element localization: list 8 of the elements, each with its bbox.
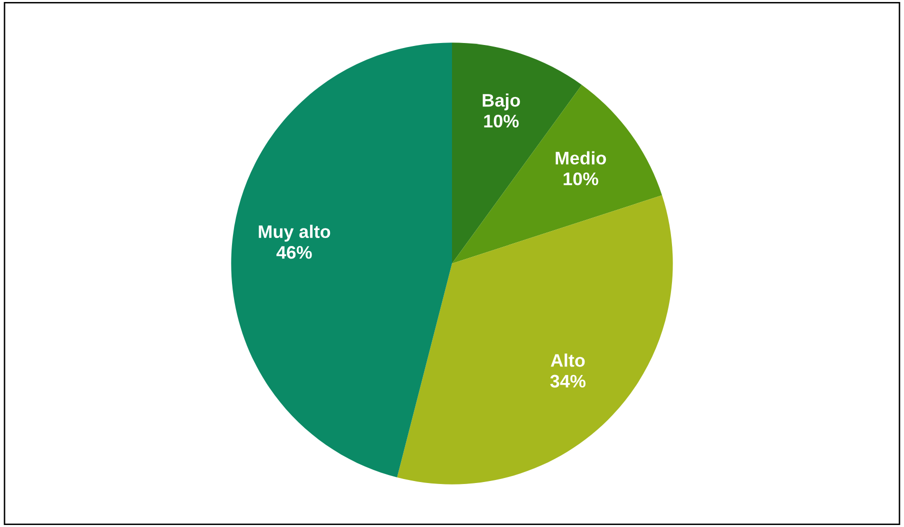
data-label: 10% bbox=[564, 172, 598, 186]
slice-label: Medio bbox=[556, 151, 606, 165]
slice-label: Alto bbox=[550, 354, 585, 367]
data-label: 34% bbox=[550, 374, 586, 388]
data-label: 10% bbox=[484, 114, 519, 128]
data-label: 46% bbox=[276, 246, 312, 259]
slice-label: Muy alto bbox=[258, 224, 330, 242]
slice-label: Bajo bbox=[482, 93, 520, 110]
